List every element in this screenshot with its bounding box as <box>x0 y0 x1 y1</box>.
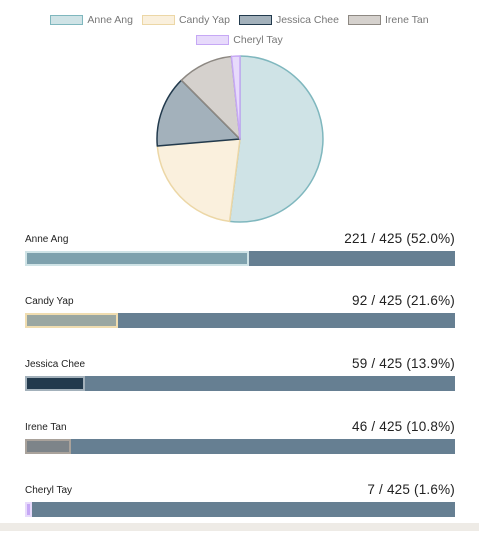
progress-fill <box>25 502 32 517</box>
legend-swatch <box>347 15 381 25</box>
vote-count: 7 / 425 (1.6%) <box>367 482 455 497</box>
candidate-name: Anne Ang <box>25 234 69 245</box>
legend-label: Candy Yap <box>178 14 230 26</box>
progress-track <box>25 251 455 266</box>
legend-swatch <box>238 15 272 25</box>
vote-count: 92 / 425 (21.6%) <box>351 293 455 308</box>
pie-slice-candy-yap[interactable] <box>156 138 241 223</box>
result-row: Irene Tan 46 / 425 (10.8%) <box>25 419 455 472</box>
pie-chart <box>156 55 324 223</box>
legend-item-anne-ang[interactable]: Anne Ang <box>50 14 133 26</box>
vote-count: 46 / 425 (10.8%) <box>351 419 455 434</box>
vote-count: 221 / 425 (52.0%) <box>344 231 455 246</box>
progress-track <box>25 439 455 454</box>
legend-item-candy-yap[interactable]: Candy Yap <box>141 14 230 26</box>
progress-fill <box>25 313 118 328</box>
candidate-name: Jessica Chee <box>25 359 86 370</box>
legend-row: Cheryl Tay <box>0 32 479 48</box>
progress-fill <box>25 439 71 454</box>
legend-item-cheryl-tay[interactable]: Cheryl Tay <box>196 34 283 46</box>
candidate-name: Irene Tan <box>25 422 67 433</box>
legend-item-irene-tan[interactable]: Irene Tan <box>347 14 429 26</box>
progress-track <box>25 313 455 328</box>
result-row: Anne Ang 221 / 425 (52.0%) <box>25 231 455 284</box>
bottom-strip <box>0 523 479 531</box>
progress-fill <box>25 251 249 266</box>
legend-swatch <box>196 35 230 45</box>
chart-legend: Anne Ang Candy Yap Jessica Chee Irene Ta… <box>0 12 479 52</box>
legend-label: Irene Tan <box>384 14 429 26</box>
progress-track <box>25 502 455 517</box>
result-row: Cheryl Tay 7 / 425 (1.6%) <box>25 482 455 535</box>
legend-swatch <box>50 15 84 25</box>
legend-label: Anne Ang <box>87 14 133 26</box>
legend-label: Jessica Chee <box>275 14 339 26</box>
pie-slice-jessica-chee[interactable] <box>156 79 241 147</box>
progress-track <box>25 376 455 391</box>
candidate-name: Cheryl Tay <box>25 485 73 496</box>
result-row: Candy Yap 92 / 425 (21.6%) <box>25 293 455 346</box>
legend-item-jessica-chee[interactable]: Jessica Chee <box>238 14 339 26</box>
pie-slice-anne-ang[interactable] <box>228 55 324 223</box>
vote-count: 59 / 425 (13.9%) <box>351 356 455 371</box>
candidate-name: Candy Yap <box>25 296 74 307</box>
legend-label: Cheryl Tay <box>233 34 283 46</box>
progress-fill <box>25 376 85 391</box>
legend-row: Anne Ang Candy Yap Jessica Chee Irene Ta… <box>0 12 479 28</box>
pie-slice-cheryl-tay[interactable] <box>230 55 241 140</box>
legend-swatch <box>141 15 175 25</box>
result-row: Jessica Chee 59 / 425 (13.9%) <box>25 356 455 409</box>
